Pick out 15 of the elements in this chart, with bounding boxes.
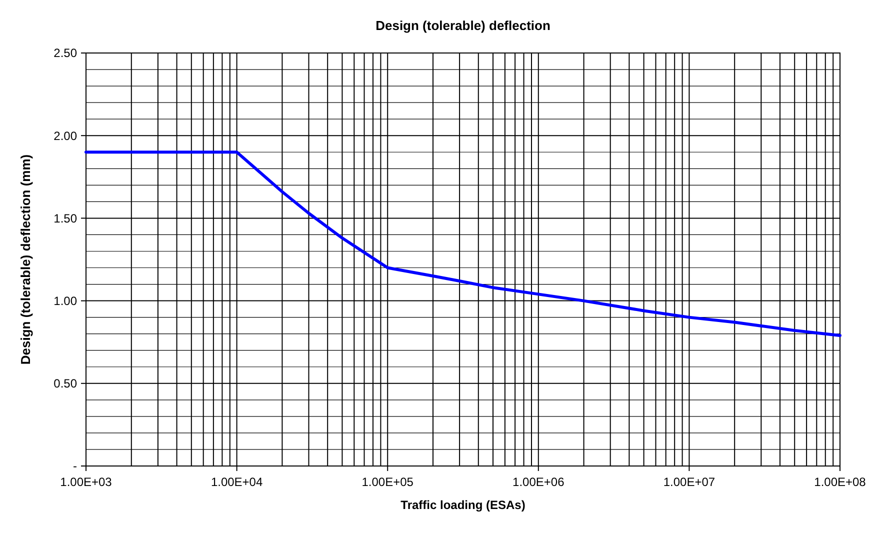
y-tick-label: 1.00 — [54, 294, 78, 308]
y-tick-label: 2.00 — [54, 128, 78, 143]
x-tick-label: 1.00E+05 — [362, 475, 414, 489]
chart-title: Design (tolerable) deflection — [376, 18, 550, 33]
x-tick-label: 1.00E+04 — [210, 475, 263, 489]
x-tick-label: 1.00E+06 — [512, 475, 565, 489]
y-axis-title: Design (tolerable) deflection (mm) — [18, 154, 33, 365]
x-axis-title: Traffic loading (ESAs) — [400, 498, 526, 512]
y-tick-label: 2.50 — [54, 46, 78, 60]
x-tick-label: 1.00E+03 — [60, 475, 112, 489]
y-tick-label: - — [73, 459, 77, 474]
x-tick-label: 1.00E+08 — [814, 475, 866, 489]
y-tick-label: 0.50 — [54, 376, 78, 391]
x-tick-label: 1.00E+07 — [663, 475, 716, 489]
y-tick-label: 1.50 — [54, 211, 78, 226]
